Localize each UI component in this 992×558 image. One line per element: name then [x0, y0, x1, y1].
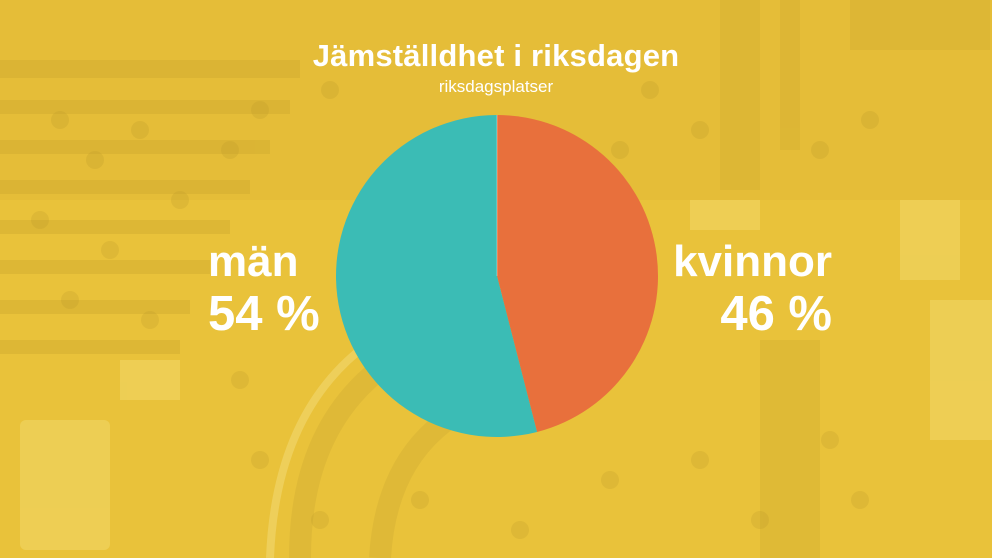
slice-label-man: män 54 %	[208, 240, 320, 339]
pie-slice-man	[336, 115, 538, 437]
chart-title: Jämställdhet i riksdagen	[312, 38, 680, 73]
slice-value-man: 54 %	[208, 287, 320, 341]
slice-name-kvinnor: kvinnor	[673, 237, 832, 286]
slice-value-kvinnor: 46 %	[720, 287, 832, 341]
pie-slice-kvinnor	[497, 115, 659, 432]
slice-name-man: män	[208, 237, 299, 286]
pie-chart	[336, 115, 659, 437]
slice-label-kvinnor: kvinnor 46 %	[673, 240, 832, 339]
chart-subtitle: riksdagsplatser	[438, 77, 554, 96]
